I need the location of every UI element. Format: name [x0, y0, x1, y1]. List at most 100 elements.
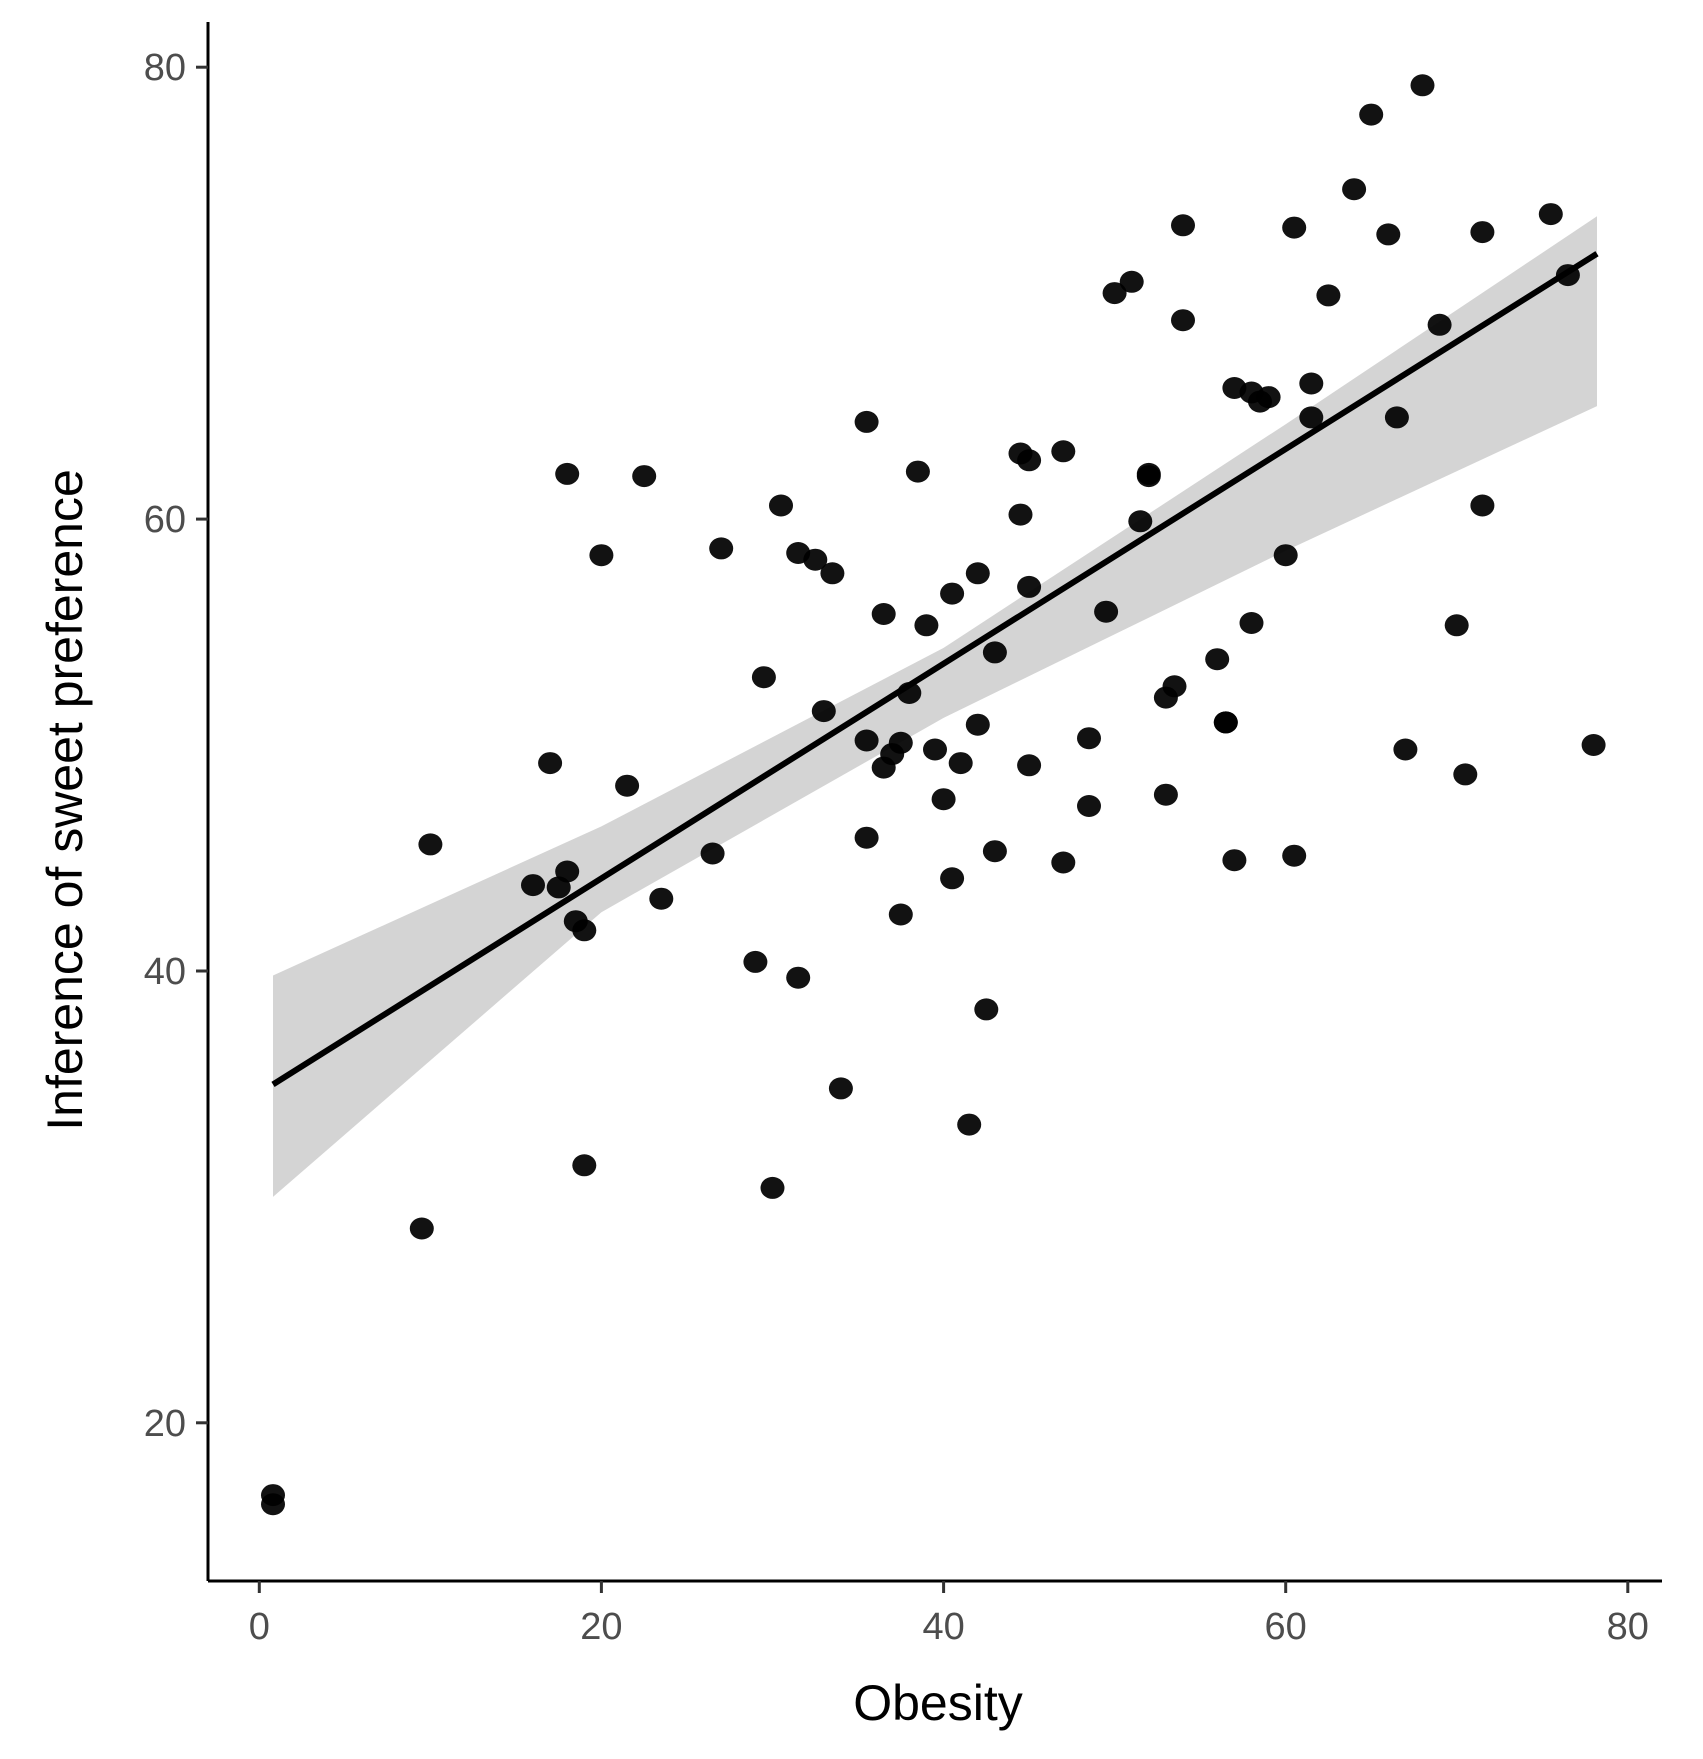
data-point	[1581, 734, 1606, 756]
data-point	[820, 562, 845, 585]
x-tick-label: 60	[1265, 1606, 1307, 1648]
data-point	[974, 998, 999, 1021]
data-point	[871, 603, 896, 625]
data-point	[1017, 754, 1042, 777]
data-point	[803, 548, 828, 571]
data-point	[1153, 783, 1178, 806]
data-point	[1376, 223, 1401, 246]
data-point	[1273, 544, 1298, 567]
data-point	[1008, 503, 1033, 526]
data-point	[1427, 313, 1452, 336]
y-tick-label: 40	[144, 951, 186, 993]
data-point	[940, 867, 965, 890]
data-point	[1393, 738, 1418, 761]
points-layer	[261, 74, 1606, 1516]
y-tick-label: 20	[144, 1403, 186, 1445]
data-point	[1299, 406, 1324, 429]
data-point	[854, 826, 879, 849]
x-tick-label: 0	[249, 1606, 270, 1648]
data-point	[769, 494, 793, 517]
data-point	[261, 1493, 285, 1516]
data-point	[1213, 711, 1238, 734]
data-point	[555, 860, 580, 883]
data-point	[923, 738, 947, 761]
data-point	[1282, 844, 1307, 867]
axes-layer: 0 20 40 60 80 20 40 60 80	[144, 22, 1662, 1648]
data-point	[982, 840, 1007, 863]
data-point	[751, 666, 776, 689]
data-point	[1017, 575, 1042, 598]
data-point	[1017, 449, 1042, 472]
data-point	[521, 874, 545, 897]
data-point	[1444, 614, 1469, 637]
data-point	[1239, 612, 1264, 634]
data-point	[828, 1077, 853, 1100]
data-point	[1359, 103, 1384, 126]
data-point	[1077, 795, 1101, 817]
data-point	[965, 713, 990, 736]
data-point	[1538, 203, 1563, 226]
data-point	[649, 887, 674, 910]
data-point	[905, 460, 930, 483]
x-tick-label: 40	[922, 1606, 964, 1648]
data-point	[1470, 221, 1495, 244]
data-point	[1299, 372, 1324, 395]
data-point	[743, 950, 768, 973]
data-point	[982, 641, 1007, 664]
data-point	[888, 903, 913, 926]
data-point	[1222, 849, 1247, 872]
data-point	[1051, 851, 1076, 874]
data-point	[555, 462, 580, 485]
data-point	[1102, 282, 1127, 305]
fit-line-layer	[271, 251, 1599, 1087]
data-point	[1256, 386, 1281, 409]
data-point	[1342, 178, 1367, 201]
regression-line	[271, 251, 1599, 1087]
x-tick-label: 80	[1607, 1606, 1649, 1648]
data-point	[1162, 675, 1187, 698]
data-point	[418, 833, 443, 856]
x-tick-label: 20	[580, 1606, 622, 1648]
data-point	[632, 465, 657, 488]
data-point	[1171, 309, 1195, 332]
data-point	[1094, 600, 1119, 623]
data-point	[931, 788, 956, 811]
data-point	[854, 729, 879, 752]
data-point	[854, 410, 879, 433]
y-tick-label: 60	[144, 499, 186, 541]
data-point	[572, 1154, 597, 1177]
data-point	[914, 614, 939, 637]
confidence-band	[273, 216, 1597, 1197]
data-point	[1128, 510, 1153, 533]
data-point	[888, 731, 913, 754]
data-point	[1205, 648, 1230, 671]
data-point	[786, 966, 811, 989]
data-point	[1282, 216, 1307, 239]
data-point	[965, 562, 990, 585]
y-axis-title: Inference of sweet preference	[37, 469, 93, 1131]
data-point	[1119, 270, 1144, 293]
data-point	[1171, 214, 1195, 237]
data-point	[1316, 284, 1341, 307]
data-point	[948, 752, 973, 775]
data-point	[811, 700, 836, 723]
data-point	[1384, 406, 1409, 429]
data-point	[615, 774, 640, 797]
data-point	[940, 582, 965, 605]
data-point	[709, 537, 734, 560]
data-point	[700, 842, 725, 865]
data-point	[589, 544, 614, 567]
data-point	[572, 919, 597, 942]
data-point	[1410, 74, 1435, 97]
data-point	[957, 1113, 982, 1136]
y-tick-label: 80	[144, 47, 186, 89]
data-point	[760, 1176, 785, 1199]
data-point	[1136, 462, 1161, 485]
confidence-band-layer	[273, 216, 1597, 1197]
data-point	[1051, 440, 1076, 463]
data-point	[409, 1217, 434, 1240]
data-point	[1453, 763, 1478, 786]
data-point	[538, 752, 563, 775]
